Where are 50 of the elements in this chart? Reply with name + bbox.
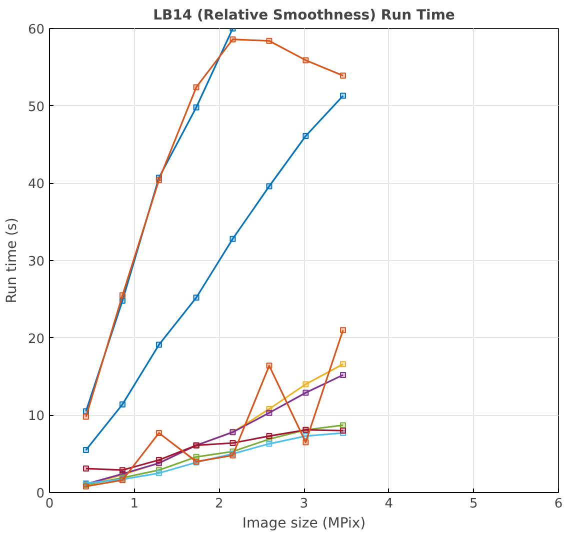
point: [266, 440, 272, 447]
point: [230, 236, 236, 242]
point: [230, 36, 236, 42]
point: [230, 440, 236, 446]
point: [82, 446, 89, 453]
y-axis-title: Run time (s): [4, 218, 20, 304]
point: [266, 38, 272, 44]
point: [302, 439, 309, 446]
x-tick-label: 6: [554, 496, 563, 512]
y-tick-label: 40: [28, 177, 45, 192]
point: [119, 292, 126, 298]
point: [340, 372, 346, 378]
y-tick-label: 50: [28, 100, 45, 115]
point: [266, 183, 272, 190]
point: [156, 177, 162, 184]
x-axis-title: Image size (MPix): [242, 516, 366, 532]
point: [302, 132, 309, 139]
point: [340, 361, 346, 368]
point: [340, 422, 346, 428]
point: [193, 104, 200, 110]
x-tick-label: 3: [300, 496, 308, 512]
y-tick-label: 0: [36, 486, 45, 502]
point: [302, 381, 309, 388]
point: [156, 430, 162, 436]
y-tick-label: 30: [28, 254, 45, 270]
point: [156, 457, 162, 464]
point: [156, 470, 162, 476]
point: [340, 92, 346, 99]
point: [340, 327, 346, 334]
point: [156, 342, 162, 348]
x-tick-label: 4: [384, 496, 393, 512]
y-tick-label: 60: [28, 22, 45, 38]
point: [82, 414, 89, 420]
point: [119, 401, 126, 408]
point: [266, 362, 272, 369]
point: [193, 84, 200, 90]
point: [266, 433, 272, 440]
y-tick-label: 20: [28, 332, 45, 347]
chart-title: LB14 (Relative Smoothness) Run Time: [153, 8, 455, 24]
x-tick-label: 5: [470, 496, 478, 512]
point: [302, 390, 309, 396]
x-tick-label: 2: [215, 496, 224, 512]
point: [82, 466, 89, 472]
point: [340, 72, 346, 79]
point: [193, 294, 200, 301]
point: [302, 57, 309, 64]
x-tick-label: 1: [130, 496, 138, 512]
y-tick-label: 10: [28, 409, 45, 424]
point: [119, 467, 126, 474]
point: [266, 410, 272, 416]
